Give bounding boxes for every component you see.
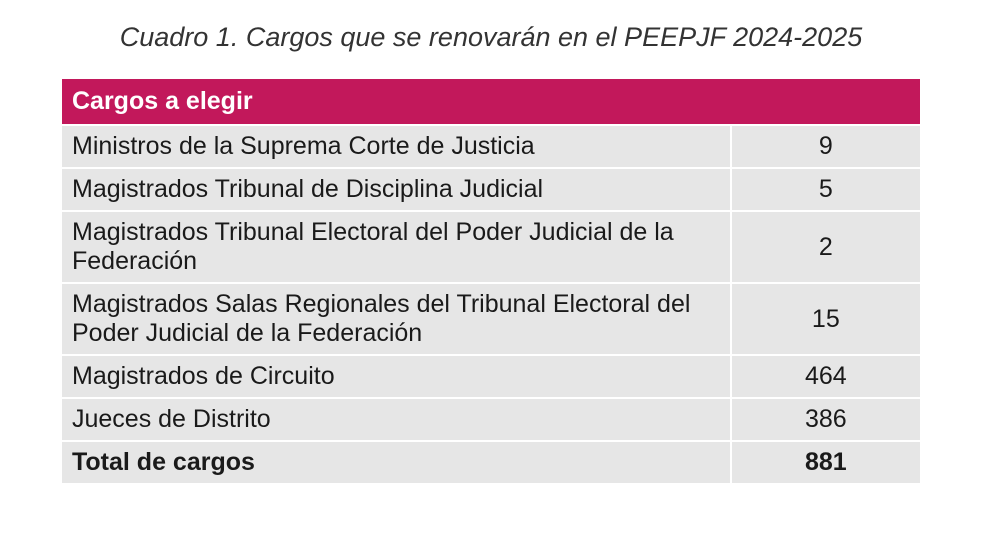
table-body: Ministros de la Suprema Corte de Justici… <box>62 126 920 483</box>
row-value: 5 <box>732 169 920 210</box>
total-label: Total de cargos <box>62 442 730 483</box>
row-value: 9 <box>732 126 920 167</box>
table-row: Jueces de Distrito 386 <box>62 399 920 440</box>
row-value: 15 <box>732 284 920 354</box>
row-label: Ministros de la Suprema Corte de Justici… <box>62 126 730 167</box>
row-label: Magistrados Tribunal de Disciplina Judic… <box>62 169 730 210</box>
total-value: 881 <box>732 442 920 483</box>
row-label: Magistrados Tribunal Electoral del Poder… <box>62 212 730 282</box>
page: Cuadro 1. Cargos que se renovarán en el … <box>0 0 982 542</box>
table-row: Ministros de la Suprema Corte de Justici… <box>62 126 920 167</box>
table-header-row: Cargos a elegir <box>62 79 920 124</box>
row-value: 464 <box>732 356 920 397</box>
row-value: 386 <box>732 399 920 440</box>
table-header-cell: Cargos a elegir <box>62 79 920 124</box>
table-total-row: Total de cargos 881 <box>62 442 920 483</box>
table-caption: Cuadro 1. Cargos que se renovarán en el … <box>60 22 922 53</box>
table-row: Magistrados Salas Regionales del Tribuna… <box>62 284 920 354</box>
row-label: Jueces de Distrito <box>62 399 730 440</box>
table-row: Magistrados Tribunal Electoral del Poder… <box>62 212 920 282</box>
table-row: Magistrados de Circuito 464 <box>62 356 920 397</box>
row-label: Magistrados Salas Regionales del Tribuna… <box>62 284 730 354</box>
cargos-table: Cargos a elegir Ministros de la Suprema … <box>60 77 922 485</box>
row-label: Magistrados de Circuito <box>62 356 730 397</box>
table-row: Magistrados Tribunal de Disciplina Judic… <box>62 169 920 210</box>
row-value: 2 <box>732 212 920 282</box>
